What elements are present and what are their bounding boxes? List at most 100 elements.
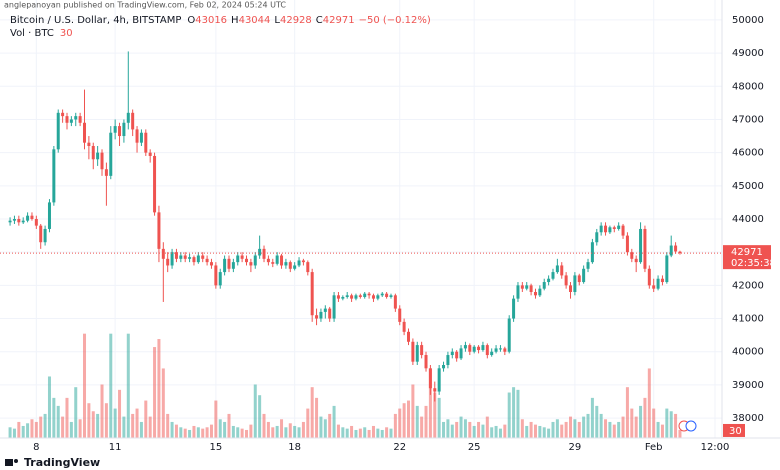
volume-bar bbox=[358, 428, 362, 438]
volume-bar bbox=[630, 408, 634, 438]
candle-body bbox=[47, 202, 51, 229]
candle-body bbox=[472, 346, 476, 352]
volume-bar bbox=[411, 384, 415, 438]
volume-bar bbox=[516, 389, 520, 438]
candle-body bbox=[617, 225, 621, 229]
volume-bar bbox=[595, 405, 599, 438]
volume-bar bbox=[604, 419, 608, 438]
volume-bar bbox=[126, 333, 130, 438]
candle-body bbox=[118, 126, 122, 137]
volume-bar bbox=[109, 333, 113, 438]
volume-bar bbox=[122, 416, 126, 438]
candle-body bbox=[183, 255, 187, 259]
candle-body bbox=[91, 146, 95, 160]
candle-body bbox=[555, 265, 559, 273]
candle-body bbox=[83, 122, 87, 143]
volume-value: 30 bbox=[60, 28, 73, 39]
candle-body bbox=[411, 341, 415, 362]
candle-body bbox=[547, 278, 551, 283]
volume-bar bbox=[319, 416, 323, 438]
volume-bar bbox=[52, 397, 56, 438]
volume-bar bbox=[148, 416, 152, 438]
candle-body bbox=[262, 248, 266, 259]
volume-bar bbox=[424, 405, 428, 438]
candle-body bbox=[293, 265, 297, 269]
change: −50 (−0.12%) bbox=[359, 15, 431, 26]
candle-body bbox=[485, 345, 489, 356]
volume-bar bbox=[118, 389, 122, 438]
volume-bar bbox=[433, 392, 437, 438]
candle-layer bbox=[0, 51, 722, 402]
candle-body bbox=[209, 262, 213, 266]
candle-body bbox=[61, 112, 65, 117]
volume-bar bbox=[393, 413, 397, 438]
y-tick-label: 38000 bbox=[732, 413, 764, 424]
volume-bar bbox=[78, 419, 82, 438]
volume-bar bbox=[139, 421, 143, 438]
candle-body bbox=[201, 255, 205, 259]
volume-bar bbox=[345, 428, 349, 438]
candle-body bbox=[336, 295, 340, 299]
ohlc-label: L bbox=[274, 15, 280, 26]
volume-bar bbox=[288, 423, 292, 438]
candle-body bbox=[328, 308, 332, 319]
candle-body bbox=[389, 295, 393, 297]
candle-body bbox=[87, 142, 91, 146]
candle-body bbox=[437, 368, 441, 392]
candle-body bbox=[69, 119, 73, 123]
volume-bar bbox=[258, 395, 262, 438]
candle-body bbox=[665, 255, 669, 283]
candle-body bbox=[166, 258, 170, 266]
candle-body bbox=[65, 116, 69, 123]
volume-bar bbox=[26, 423, 30, 438]
volume-bar bbox=[144, 400, 148, 438]
volume-bar bbox=[183, 428, 187, 438]
volume-bar bbox=[371, 425, 375, 438]
candle-body bbox=[271, 262, 275, 264]
volume-bar bbox=[354, 429, 358, 438]
candle-body bbox=[656, 278, 660, 289]
volume-bar bbox=[341, 427, 345, 438]
candle-body bbox=[604, 225, 608, 233]
volume-bar bbox=[533, 424, 537, 438]
volume-bar bbox=[376, 428, 380, 438]
volume-bar bbox=[415, 405, 419, 438]
candle-body bbox=[231, 262, 235, 269]
volume-bar bbox=[214, 400, 218, 438]
alert-icons bbox=[678, 420, 697, 432]
volume-bar bbox=[104, 403, 108, 438]
volume-bar bbox=[665, 408, 669, 438]
volume-bar bbox=[218, 419, 222, 438]
candle-body bbox=[599, 225, 603, 233]
candle-body bbox=[350, 295, 354, 299]
candle-body bbox=[315, 315, 319, 319]
candle-body bbox=[446, 355, 450, 365]
volume-bar bbox=[240, 428, 244, 438]
volume-legend: Vol · BTC 30 bbox=[10, 28, 73, 39]
candle-body bbox=[148, 152, 152, 156]
x-tick-label: 8 bbox=[33, 442, 39, 453]
x-tick-label: 25 bbox=[468, 442, 481, 453]
volume-bar bbox=[560, 424, 564, 438]
volume-bar bbox=[65, 397, 69, 438]
volume-bar bbox=[74, 387, 78, 438]
candle-body bbox=[104, 169, 108, 176]
volume-bar bbox=[608, 421, 612, 438]
volume-bar bbox=[674, 413, 678, 438]
volume-bar bbox=[555, 419, 559, 438]
volume-bar bbox=[455, 421, 459, 438]
candle-body bbox=[551, 272, 555, 279]
volume-bar bbox=[503, 424, 507, 438]
volume-bar bbox=[332, 405, 336, 438]
volume-bar bbox=[253, 384, 257, 438]
volume-bar bbox=[547, 428, 551, 438]
volume-bar bbox=[83, 333, 87, 438]
volume-bar bbox=[463, 419, 467, 438]
candle-body bbox=[135, 129, 139, 143]
candle-body bbox=[639, 228, 643, 263]
candle-body bbox=[608, 227, 612, 233]
candle-body bbox=[455, 351, 459, 359]
candle-body bbox=[477, 346, 481, 351]
y-tick-label: 49000 bbox=[732, 48, 764, 59]
volume-bar bbox=[459, 416, 463, 438]
